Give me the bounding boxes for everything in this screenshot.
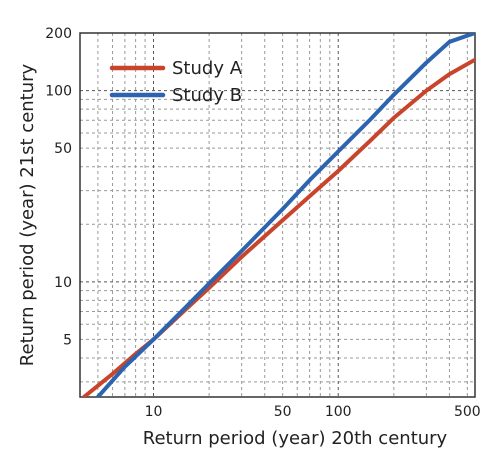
y-axis-label: Return period (year) 21st century xyxy=(17,63,38,366)
legend: Study A Study B xyxy=(109,58,243,106)
x-tick-label: 50 xyxy=(274,404,292,420)
x-axis-ticks: 10 50 100 500 xyxy=(145,404,481,420)
x-tick-label: 500 xyxy=(454,404,481,420)
y-tick-label: 100 xyxy=(45,84,72,100)
y-axis-ticks: 5 10 50 100 200 xyxy=(45,26,72,348)
x-axis-label: Return period (year) 20th century xyxy=(143,428,448,449)
legend-label: Study A xyxy=(172,58,243,79)
series-line-study-a xyxy=(81,57,475,397)
x-tick-label: 10 xyxy=(145,404,163,420)
x-tick-label: 100 xyxy=(325,404,352,420)
plot-frame xyxy=(79,32,476,398)
y-tick-label: 50 xyxy=(54,141,72,157)
y-tick-label: 10 xyxy=(54,275,72,291)
y-tick-label: 5 xyxy=(63,332,72,348)
y-tick-label: 200 xyxy=(45,26,72,42)
series-line-study-b xyxy=(95,33,475,397)
series-layer xyxy=(81,33,475,397)
legend-label: Study B xyxy=(172,85,242,106)
